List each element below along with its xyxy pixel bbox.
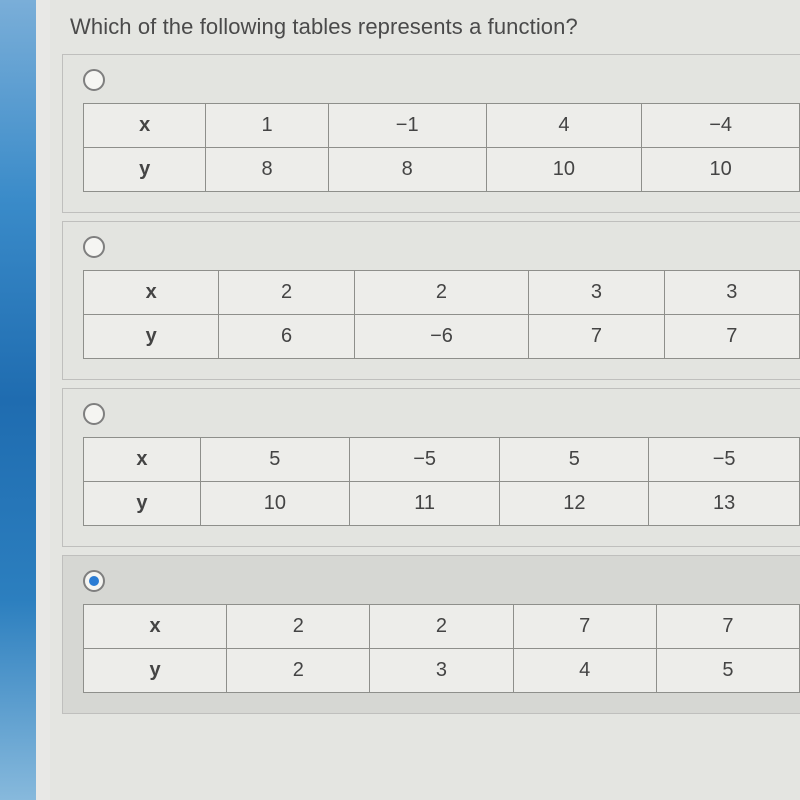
table-cell: 10 [486,148,642,192]
table-cell: 7 [529,315,664,359]
table-cell: 3 [370,649,513,693]
answer-option-list: x1−14−4y881010x2233y6−677x5−55−5y1011121… [62,54,800,714]
table-cell: 2 [227,605,370,649]
table-cell: 1 [206,104,328,148]
table-cell: −5 [649,438,800,482]
table-cell: 8 [206,148,328,192]
row-label: x [84,104,206,148]
table-cell: 8 [328,148,486,192]
table-cell: 4 [513,649,656,693]
table-cell: −5 [349,438,500,482]
table-cell: 6 [219,315,354,359]
table-cell: 5 [656,649,799,693]
table-row: x2233 [84,271,800,315]
value-table: x5−55−5y10111213 [83,437,800,526]
value-table: x2233y6−677 [83,270,800,359]
question-text: Which of the following tables represents… [70,14,800,40]
window-edge-decoration [0,0,36,800]
table-row: x2277 [84,605,800,649]
table-row: y6−677 [84,315,800,359]
radio-button[interactable] [83,570,105,592]
row-label: y [84,148,206,192]
table-cell: −6 [354,315,528,359]
table-cell: 3 [529,271,664,315]
answer-option[interactable]: x5−55−5y10111213 [62,388,800,547]
table-cell: 10 [642,148,800,192]
table-cell: 7 [513,605,656,649]
radio-dot-icon [89,576,99,586]
table-cell: 11 [349,482,500,526]
table-cell: −1 [328,104,486,148]
radio-button[interactable] [83,403,105,425]
table-cell: 4 [486,104,642,148]
row-label: y [84,482,201,526]
row-label: x [84,271,219,315]
table-cell: 2 [227,649,370,693]
value-table: x1−14−4y881010 [83,103,800,192]
table-cell: 2 [370,605,513,649]
answer-option[interactable]: x1−14−4y881010 [62,54,800,213]
radio-button[interactable] [83,69,105,91]
table-cell: 3 [664,271,799,315]
table-cell: 2 [354,271,528,315]
table-cell: 10 [200,482,349,526]
table-row: x5−55−5 [84,438,800,482]
value-table: x2277y2345 [83,604,800,693]
row-label: x [84,438,201,482]
table-cell: 5 [200,438,349,482]
row-label: y [84,315,219,359]
table-row: y2345 [84,649,800,693]
table-cell: 7 [656,605,799,649]
table-row: y10111213 [84,482,800,526]
table-cell: 13 [649,482,800,526]
table-cell: 5 [500,438,649,482]
answer-option[interactable]: x2233y6−677 [62,221,800,380]
radio-button[interactable] [83,236,105,258]
row-label: x [84,605,227,649]
table-cell: 12 [500,482,649,526]
table-cell: 2 [219,271,354,315]
table-cell: −4 [642,104,800,148]
table-row: x1−14−4 [84,104,800,148]
table-cell: 7 [664,315,799,359]
quiz-page: Which of the following tables represents… [50,0,800,800]
table-row: y881010 [84,148,800,192]
row-label: y [84,649,227,693]
answer-option[interactable]: x2277y2345 [62,555,800,714]
